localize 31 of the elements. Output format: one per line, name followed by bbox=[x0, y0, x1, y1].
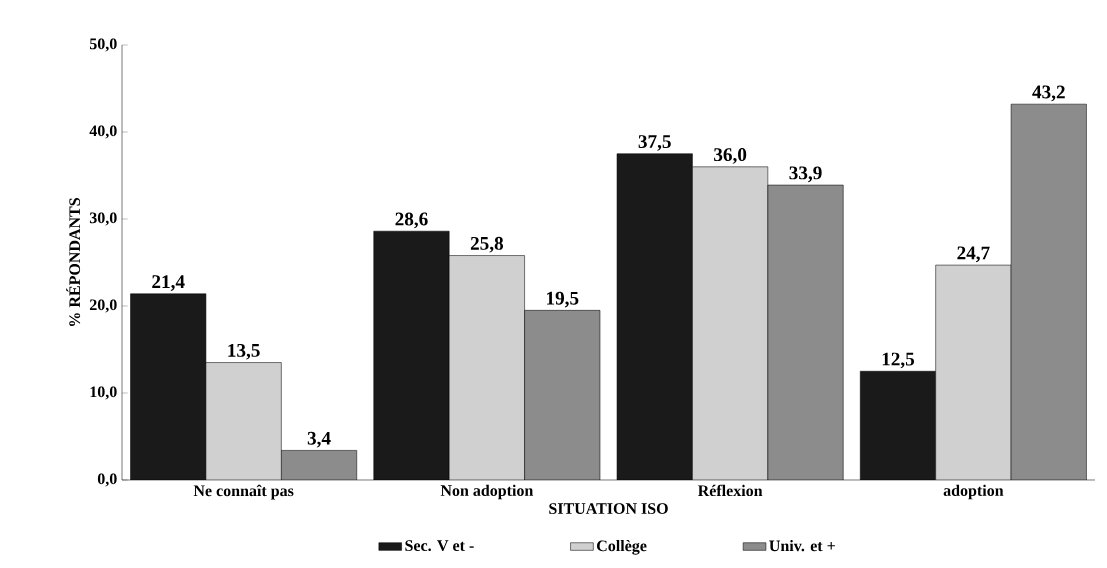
data-label: 13,5 bbox=[228, 343, 260, 360]
x-tick-label: adoption bbox=[943, 484, 1004, 500]
data-label: 19,5 bbox=[547, 291, 579, 308]
y-tick-label: 10,0 bbox=[90, 386, 117, 400]
y-tick-label: 40,0 bbox=[89, 125, 117, 139]
y-tick-label: 0,0 bbox=[97, 473, 117, 487]
data-label: 21,4 bbox=[152, 275, 185, 291]
data-label: 36,0 bbox=[714, 148, 747, 164]
data-label: 12,5 bbox=[882, 352, 915, 369]
bar bbox=[281, 450, 357, 480]
data-label: 24,7 bbox=[957, 246, 990, 263]
x-axis-title: SITUATION ISO bbox=[549, 503, 668, 514]
y-tick-label: 50,0 bbox=[89, 38, 117, 52]
legend-label: Univ. et + bbox=[769, 539, 835, 552]
bar bbox=[767, 185, 844, 480]
bar bbox=[1010, 103, 1087, 480]
y-tick-label: 30,0 bbox=[89, 212, 117, 226]
y-axis-title: % RÉPONDANTS bbox=[66, 198, 81, 326]
data-label: 25,8 bbox=[470, 236, 504, 253]
x-tick-label: Réflexion bbox=[697, 484, 763, 497]
y-tick-label: 20,0 bbox=[89, 299, 117, 313]
legend-label: Collège bbox=[597, 539, 647, 555]
data-label: 43,2 bbox=[1032, 85, 1065, 102]
data-label: 33,9 bbox=[789, 166, 822, 183]
legend-label: Sec. V et - bbox=[405, 540, 474, 552]
x-tick-label: Non adoption bbox=[440, 484, 534, 500]
x-tick-label: Ne connaît pas bbox=[193, 484, 294, 500]
data-label: 3,4 bbox=[307, 431, 331, 448]
bar bbox=[524, 310, 600, 480]
data-label: 28,6 bbox=[395, 212, 428, 229]
data-label: 37,5 bbox=[638, 135, 671, 151]
